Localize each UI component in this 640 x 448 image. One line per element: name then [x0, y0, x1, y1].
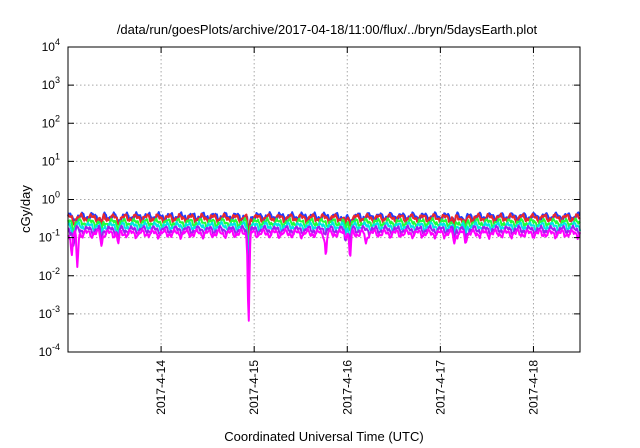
y-tick-label: 104 [42, 37, 60, 54]
chart-title: /data/run/goesPlots/archive/2017-04-18/1… [117, 22, 538, 37]
plot-area [67, 211, 581, 322]
series-line [67, 227, 581, 322]
y-tick-label: 10-3 [39, 304, 60, 321]
y-tick-label: 10-4 [39, 342, 60, 359]
y-tick-label: 10-2 [39, 266, 60, 283]
y-tick-label: 102 [42, 113, 60, 130]
y-tick-label: 100 [42, 190, 60, 207]
y-axis-label: cGy/day [18, 185, 33, 233]
x-tick-label: 2017-4-18 [526, 360, 540, 415]
axis-ticks: 10-4 10-3 10-2 10-1 100 101 102 103 104 2017-4-14… [39, 37, 580, 415]
x-tick-label: 2017-4-15 [247, 360, 261, 415]
grid [68, 47, 580, 352]
x-tick-label: 2017-4-17 [433, 360, 447, 415]
x-tick-label: 2017-4-14 [154, 360, 168, 415]
y-tick-label: 10-1 [39, 228, 60, 245]
x-tick-label: 2017-4-16 [340, 360, 354, 415]
y-tick-label: 103 [42, 75, 60, 92]
x-axis-label: Coordinated Universal Time (UTC) [224, 429, 423, 444]
y-tick-label: 101 [42, 151, 60, 168]
